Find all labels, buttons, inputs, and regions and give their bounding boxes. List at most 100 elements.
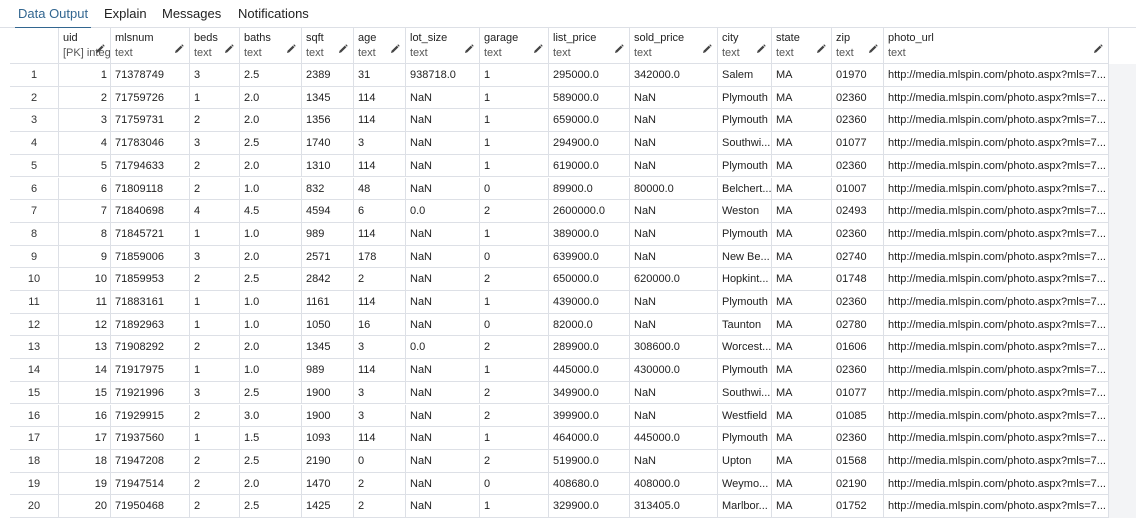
cell-zip[interactable]: 01748: [832, 268, 884, 291]
pencil-icon[interactable]: [338, 41, 348, 53]
cell-zip[interactable]: 02493: [832, 200, 884, 223]
cell-city[interactable]: Weymo...: [718, 472, 772, 496]
cell-sqft[interactable]: 1900: [302, 404, 354, 428]
row-number[interactable]: 12: [10, 313, 59, 337]
cell-state[interactable]: MA: [772, 132, 832, 155]
pencil-icon[interactable]: [702, 41, 712, 53]
cell-mlsnum[interactable]: 71929915: [111, 404, 190, 428]
cell-state[interactable]: MA: [772, 109, 832, 133]
cell-zip[interactable]: 01970: [832, 64, 884, 87]
cell-lot-size[interactable]: 0.0: [406, 200, 480, 223]
pencil-icon[interactable]: [1093, 41, 1103, 53]
column-header-sqft[interactable]: sqft text: [302, 28, 354, 64]
cell-sold-price[interactable]: 620000.0: [630, 268, 718, 291]
cell-garage[interactable]: 2: [480, 381, 549, 405]
cell-sqft[interactable]: 832: [302, 177, 354, 201]
cell-lot-size[interactable]: NaN: [406, 291, 480, 314]
cell-sqft[interactable]: 1740: [302, 132, 354, 155]
cell-baths[interactable]: 2.0: [240, 245, 302, 269]
cell-mlsnum[interactable]: 71947514: [111, 472, 190, 496]
cell-zip[interactable]: 01606: [832, 336, 884, 360]
cell-sqft[interactable]: 989: [302, 222, 354, 246]
column-header-mlsnum[interactable]: mlsnum text: [111, 28, 190, 64]
cell-beds[interactable]: 4: [190, 200, 240, 223]
cell-beds[interactable]: 3: [190, 245, 240, 269]
cell-sqft[interactable]: 4594: [302, 200, 354, 223]
cell-mlsnum[interactable]: 71378749: [111, 64, 190, 87]
cell-zip[interactable]: 01077: [832, 132, 884, 155]
cell-mlsnum[interactable]: 71892963: [111, 313, 190, 337]
cell-beds[interactable]: 1: [190, 313, 240, 337]
cell-uid[interactable]: 12: [59, 313, 111, 337]
tab-notifications[interactable]: Notifications: [238, 6, 309, 21]
cell-zip[interactable]: 01077: [832, 381, 884, 405]
cell-uid[interactable]: 3: [59, 109, 111, 133]
cell-photo-url[interactable]: http://media.mlspin.com/photo.aspx?mls=7…: [884, 64, 1109, 87]
cell-baths[interactable]: 1.0: [240, 313, 302, 337]
row-number[interactable]: 15: [10, 381, 59, 405]
row-number[interactable]: 17: [10, 427, 59, 450]
cell-city[interactable]: Worcest...: [718, 336, 772, 360]
pencil-icon[interactable]: [756, 41, 766, 53]
cell-state[interactable]: MA: [772, 427, 832, 450]
cell-list-price[interactable]: 639900.0: [549, 245, 630, 269]
column-header-zip[interactable]: zip text: [832, 28, 884, 64]
cell-mlsnum[interactable]: 71809118: [111, 177, 190, 201]
pencil-icon[interactable]: [868, 41, 878, 53]
cell-lot-size[interactable]: NaN: [406, 449, 480, 473]
row-number[interactable]: 6: [10, 177, 59, 201]
cell-mlsnum[interactable]: 71759731: [111, 109, 190, 133]
cell-sold-price[interactable]: 80000.0: [630, 177, 718, 201]
cell-state[interactable]: MA: [772, 154, 832, 178]
cell-beds[interactable]: 2: [190, 109, 240, 133]
column-header-age[interactable]: age text: [354, 28, 406, 64]
row-number[interactable]: 4: [10, 132, 59, 155]
cell-photo-url[interactable]: http://media.mlspin.com/photo.aspx?mls=7…: [884, 154, 1109, 178]
row-number[interactable]: 7: [10, 200, 59, 223]
cell-beds[interactable]: 2: [190, 495, 240, 518]
cell-list-price[interactable]: 519900.0: [549, 449, 630, 473]
cell-age[interactable]: 31: [354, 64, 406, 87]
cell-list-price[interactable]: 89900.0: [549, 177, 630, 201]
cell-age[interactable]: 2: [354, 472, 406, 496]
cell-baths[interactable]: 1.0: [240, 177, 302, 201]
cell-sqft[interactable]: 1050: [302, 313, 354, 337]
cell-list-price[interactable]: 295000.0: [549, 64, 630, 87]
cell-sqft[interactable]: 1425: [302, 495, 354, 518]
cell-garage[interactable]: 2: [480, 449, 549, 473]
cell-sqft[interactable]: 1161: [302, 291, 354, 314]
cell-sold-price[interactable]: 313405.0: [630, 495, 718, 518]
row-number[interactable]: 3: [10, 109, 59, 133]
cell-garage[interactable]: 1: [480, 109, 549, 133]
cell-photo-url[interactable]: http://media.mlspin.com/photo.aspx?mls=7…: [884, 245, 1109, 269]
cell-zip[interactable]: 02360: [832, 291, 884, 314]
cell-baths[interactable]: 1.0: [240, 291, 302, 314]
cell-beds[interactable]: 2: [190, 154, 240, 178]
cell-city[interactable]: Plymouth: [718, 427, 772, 450]
cell-mlsnum[interactable]: 71950468: [111, 495, 190, 518]
cell-state[interactable]: MA: [772, 381, 832, 405]
pencil-icon[interactable]: [286, 41, 296, 53]
cell-city[interactable]: Westfield: [718, 404, 772, 428]
cell-photo-url[interactable]: http://media.mlspin.com/photo.aspx?mls=7…: [884, 222, 1109, 246]
cell-photo-url[interactable]: http://media.mlspin.com/photo.aspx?mls=7…: [884, 381, 1109, 405]
cell-sold-price[interactable]: NaN: [630, 200, 718, 223]
cell-baths[interactable]: 2.0: [240, 154, 302, 178]
cell-city[interactable]: Upton: [718, 449, 772, 473]
cell-sold-price[interactable]: 408000.0: [630, 472, 718, 496]
row-number[interactable]: 19: [10, 472, 59, 496]
cell-state[interactable]: MA: [772, 268, 832, 291]
cell-beds[interactable]: 2: [190, 449, 240, 473]
column-header-lot-size[interactable]: lot_size text: [406, 28, 480, 64]
cell-photo-url[interactable]: http://media.mlspin.com/photo.aspx?mls=7…: [884, 472, 1109, 496]
cell-uid[interactable]: 16: [59, 404, 111, 428]
cell-mlsnum[interactable]: 71759726: [111, 86, 190, 110]
cell-city[interactable]: Plymouth: [718, 222, 772, 246]
row-number[interactable]: 5: [10, 154, 59, 178]
cell-list-price[interactable]: 589000.0: [549, 86, 630, 110]
cell-state[interactable]: MA: [772, 336, 832, 360]
cell-zip[interactable]: 01568: [832, 449, 884, 473]
cell-uid[interactable]: 20: [59, 495, 111, 518]
cell-city[interactable]: Weston: [718, 200, 772, 223]
row-number[interactable]: 18: [10, 449, 59, 473]
